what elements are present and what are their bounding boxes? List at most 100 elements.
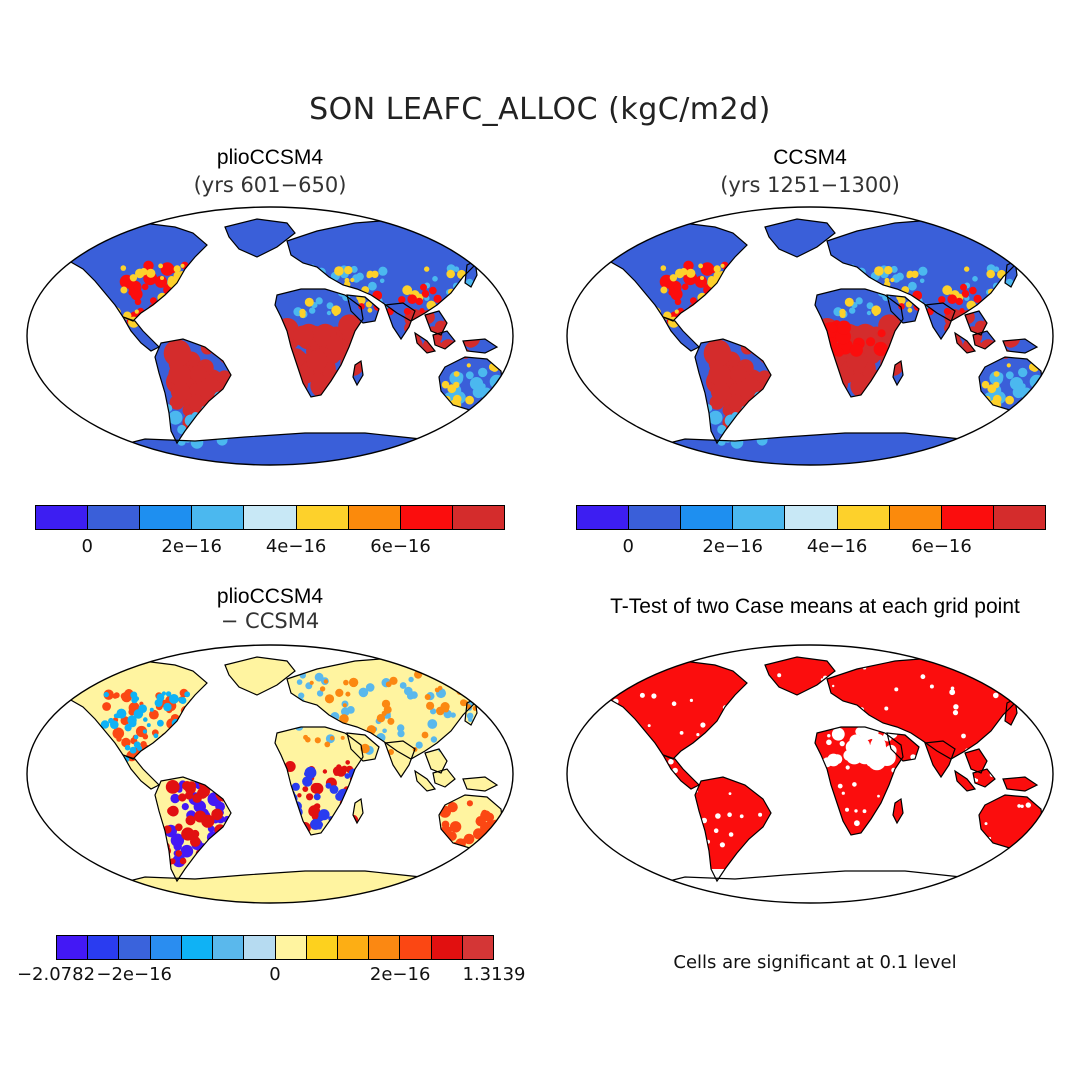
grid-cell-field <box>389 676 398 685</box>
grid-cell-field <box>149 707 154 712</box>
grid-cell-field <box>140 268 148 276</box>
grid-cell-field <box>410 691 418 699</box>
colorbar-swatch <box>452 506 504 529</box>
grid-cell-field <box>947 294 957 304</box>
grid-cell-field <box>319 686 326 692</box>
grid-cell-field <box>181 803 189 811</box>
grid-cell-field <box>153 733 159 739</box>
grid-cell-field <box>918 266 928 276</box>
grid-cell-field <box>146 268 156 278</box>
grid-cell-field <box>133 734 139 740</box>
grid-cell-field <box>371 270 379 278</box>
grid-cell-field <box>700 276 704 280</box>
grid-cell-field <box>453 381 460 389</box>
grid-cell-field <box>437 685 443 691</box>
grid-cell-field <box>335 792 344 801</box>
grid-cell-field <box>130 288 143 301</box>
grid-cell-field <box>407 294 418 304</box>
grid-cell-field <box>348 677 359 688</box>
coastline-antarctica <box>636 432 1036 465</box>
grid-cell-field <box>134 309 139 314</box>
grid-cell-field <box>452 394 462 404</box>
grid-cell-field <box>447 675 456 684</box>
panel-title-plio: plioCCSM4 <box>216 146 324 169</box>
grid-cell-field <box>387 717 395 725</box>
grid-cell-field <box>1028 401 1037 409</box>
grid-cell-field <box>491 405 502 416</box>
grid-cell-field <box>680 268 688 276</box>
coastline-arabia <box>346 294 380 324</box>
grid-cell-field <box>698 263 703 269</box>
grid-cell-field <box>175 823 183 832</box>
colorbar-tick-label: −2e−16 <box>96 964 173 985</box>
grid-cell-field <box>415 741 423 749</box>
grid-cell-field <box>908 281 917 291</box>
grid-cell-field <box>356 272 364 281</box>
grid-cell-field <box>430 736 438 743</box>
colorbar-swatch <box>296 506 349 529</box>
grid-cell-field <box>344 277 350 283</box>
grid-cell-field <box>463 833 475 845</box>
colorbar-swatch <box>348 506 401 529</box>
grid-cell-field <box>689 698 693 702</box>
grid-cell-field <box>404 686 413 696</box>
coastline-india <box>924 740 956 779</box>
coastline-seasia <box>964 748 988 774</box>
grid-cell-field <box>175 850 182 857</box>
grid-cell-field <box>465 371 474 380</box>
grid-cell-field <box>862 809 867 814</box>
grid-cell-field <box>127 715 137 725</box>
grid-cell-field <box>1006 363 1011 368</box>
grid-cell-field <box>974 778 979 782</box>
grid-cell-field <box>836 320 851 335</box>
coastline-arabia <box>886 732 920 762</box>
grid-cell-field <box>488 670 496 677</box>
coastline-africa <box>274 726 364 836</box>
map-border <box>566 644 1054 904</box>
grid-cell-field <box>660 286 668 294</box>
grid-cell-field <box>669 274 678 282</box>
grid-cell-field <box>884 277 890 283</box>
grid-cell-field <box>845 765 850 770</box>
coastline-india <box>384 740 416 779</box>
grid-cell-field <box>378 266 388 276</box>
coastline-seasia <box>964 310 988 336</box>
colorbar-swatch <box>785 506 838 529</box>
grid-cell-field <box>185 815 196 826</box>
grid-cell-field <box>690 297 697 305</box>
grid-cell-field <box>333 311 339 316</box>
grid-cell-field <box>445 675 453 683</box>
grid-cell-field <box>323 679 329 684</box>
grid-cell-field <box>961 733 966 739</box>
grid-cell-field <box>150 297 157 305</box>
coastline-sumatra <box>414 769 437 792</box>
colorbar-swatch <box>192 506 245 529</box>
grid-cell-field <box>430 708 437 715</box>
panel-title-ccsm4: CCSM4 <box>773 146 847 169</box>
colorbar-tick-label: 2e−16 <box>161 536 222 557</box>
grid-cell-field <box>911 270 919 278</box>
coastline-arabia <box>886 294 920 324</box>
grid-cell-field <box>365 301 373 308</box>
grid-cell-field <box>143 260 154 271</box>
grid-cell-field <box>708 410 723 425</box>
colorbar-swatch <box>889 506 942 529</box>
grid-cell-field <box>340 735 345 740</box>
grid-cell-field <box>302 776 313 787</box>
grid-cell-field <box>313 793 321 801</box>
colorbar-swatch <box>431 936 463 959</box>
grid-cell-field <box>316 824 322 830</box>
grid-cell-field <box>112 727 125 740</box>
grid-cell-field <box>103 691 110 698</box>
coastline-madagascar <box>352 359 364 387</box>
coastline-newguinea <box>462 338 499 354</box>
grid-cell-field <box>350 277 355 283</box>
grid-cell-field <box>628 670 633 675</box>
grid-cell-field <box>616 859 622 866</box>
colorbar-swatch <box>213 936 245 959</box>
grid-cell-field <box>397 724 405 732</box>
grid-cell-field <box>130 691 138 699</box>
grid-cell-field <box>314 737 321 744</box>
grid-cell-field <box>342 703 347 708</box>
grid-cell-field <box>673 283 682 292</box>
